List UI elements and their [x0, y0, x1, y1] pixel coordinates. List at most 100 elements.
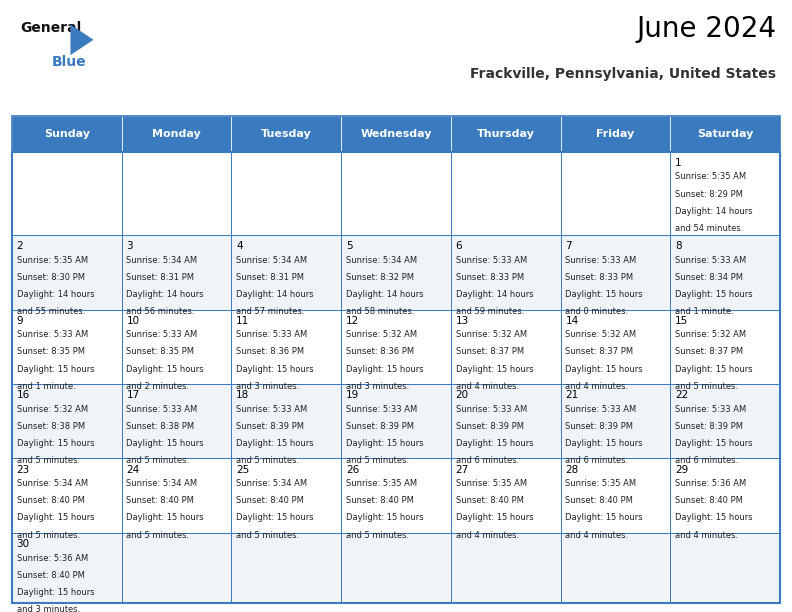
Bar — [451, 384, 561, 458]
Text: Sunrise: 5:33 AM: Sunrise: 5:33 AM — [675, 405, 746, 414]
Text: 15: 15 — [675, 316, 688, 326]
Text: and 5 minutes.: and 5 minutes. — [127, 456, 189, 465]
Bar — [341, 458, 451, 533]
Text: Daylight: 15 hours: Daylight: 15 hours — [565, 290, 643, 299]
Text: 23: 23 — [17, 465, 30, 474]
Text: 7: 7 — [565, 241, 572, 252]
Text: Sunset: 8:31 PM: Sunset: 8:31 PM — [236, 273, 304, 282]
Text: and 1 minute.: and 1 minute. — [675, 307, 734, 316]
Text: 20: 20 — [455, 390, 469, 400]
Text: and 5 minutes.: and 5 minutes. — [346, 531, 409, 540]
Bar — [670, 533, 780, 603]
Text: and 6 minutes.: and 6 minutes. — [675, 456, 738, 465]
Bar — [12, 235, 122, 310]
Text: Sunset: 8:39 PM: Sunset: 8:39 PM — [346, 422, 414, 431]
Text: Sunset: 8:38 PM: Sunset: 8:38 PM — [127, 422, 195, 431]
Text: General: General — [20, 21, 81, 35]
Text: Daylight: 15 hours: Daylight: 15 hours — [565, 439, 643, 448]
Bar — [341, 116, 451, 152]
Text: and 5 minutes.: and 5 minutes. — [17, 456, 80, 465]
Text: Sunrise: 5:32 AM: Sunrise: 5:32 AM — [565, 330, 637, 339]
Text: and 58 minutes.: and 58 minutes. — [346, 307, 414, 316]
Text: and 3 minutes.: and 3 minutes. — [17, 605, 80, 612]
Text: Sunset: 8:40 PM: Sunset: 8:40 PM — [17, 496, 85, 506]
Text: and 4 minutes.: and 4 minutes. — [455, 531, 519, 540]
Text: Daylight: 14 hours: Daylight: 14 hours — [455, 290, 533, 299]
Text: Sunset: 8:39 PM: Sunset: 8:39 PM — [455, 422, 524, 431]
Text: Sunset: 8:39 PM: Sunset: 8:39 PM — [675, 422, 743, 431]
Text: 1: 1 — [675, 158, 682, 168]
Text: Wednesday: Wednesday — [360, 129, 432, 139]
Bar — [341, 310, 451, 384]
Text: Daylight: 15 hours: Daylight: 15 hours — [455, 365, 533, 373]
Text: and 5 minutes.: and 5 minutes. — [17, 531, 80, 540]
Text: and 56 minutes.: and 56 minutes. — [127, 307, 195, 316]
Text: June 2024: June 2024 — [636, 15, 776, 43]
Text: Daylight: 14 hours: Daylight: 14 hours — [346, 290, 424, 299]
Text: Daylight: 15 hours: Daylight: 15 hours — [565, 513, 643, 523]
Text: Sunrise: 5:32 AM: Sunrise: 5:32 AM — [17, 405, 88, 414]
Text: and 5 minutes.: and 5 minutes. — [236, 531, 299, 540]
Text: Daylight: 14 hours: Daylight: 14 hours — [236, 290, 314, 299]
Text: Sunrise: 5:34 AM: Sunrise: 5:34 AM — [236, 479, 307, 488]
Bar — [231, 533, 341, 603]
Text: and 4 minutes.: and 4 minutes. — [455, 382, 519, 390]
Bar — [12, 384, 122, 458]
Text: Sunset: 8:33 PM: Sunset: 8:33 PM — [455, 273, 524, 282]
Text: Daylight: 15 hours: Daylight: 15 hours — [17, 513, 94, 523]
Bar — [451, 458, 561, 533]
Text: Daylight: 15 hours: Daylight: 15 hours — [17, 588, 94, 597]
Bar — [231, 235, 341, 310]
Polygon shape — [70, 24, 93, 55]
Text: Sunset: 8:35 PM: Sunset: 8:35 PM — [17, 348, 85, 356]
Bar — [231, 310, 341, 384]
Bar — [341, 533, 451, 603]
Text: Daylight: 15 hours: Daylight: 15 hours — [675, 290, 752, 299]
Text: Sunset: 8:38 PM: Sunset: 8:38 PM — [17, 422, 85, 431]
Bar — [561, 384, 670, 458]
Text: Sunrise: 5:33 AM: Sunrise: 5:33 AM — [455, 405, 527, 414]
Bar — [122, 310, 231, 384]
Text: Daylight: 14 hours: Daylight: 14 hours — [17, 290, 94, 299]
Text: 29: 29 — [675, 465, 688, 474]
Bar — [561, 116, 670, 152]
Text: Thursday: Thursday — [477, 129, 535, 139]
Bar — [122, 235, 231, 310]
Text: Sunrise: 5:34 AM: Sunrise: 5:34 AM — [127, 479, 197, 488]
Text: Sunset: 8:40 PM: Sunset: 8:40 PM — [17, 571, 85, 580]
Bar — [561, 235, 670, 310]
Text: Sunrise: 5:33 AM: Sunrise: 5:33 AM — [455, 256, 527, 265]
Text: Daylight: 15 hours: Daylight: 15 hours — [675, 365, 752, 373]
Text: 12: 12 — [346, 316, 359, 326]
Bar — [12, 152, 122, 235]
Text: and 54 minutes.: and 54 minutes. — [675, 224, 744, 233]
Text: 21: 21 — [565, 390, 579, 400]
Text: 13: 13 — [455, 316, 469, 326]
Text: 4: 4 — [236, 241, 243, 252]
Text: 18: 18 — [236, 390, 249, 400]
Text: 3: 3 — [127, 241, 133, 252]
Bar — [122, 533, 231, 603]
Text: 14: 14 — [565, 316, 579, 326]
Bar — [12, 152, 780, 603]
Text: Sunrise: 5:33 AM: Sunrise: 5:33 AM — [127, 405, 198, 414]
Text: Sunrise: 5:32 AM: Sunrise: 5:32 AM — [346, 330, 417, 339]
Text: Sunrise: 5:34 AM: Sunrise: 5:34 AM — [346, 256, 417, 265]
Text: Sunrise: 5:36 AM: Sunrise: 5:36 AM — [17, 554, 88, 562]
Bar — [122, 116, 231, 152]
Bar — [670, 235, 780, 310]
Text: Sunrise: 5:32 AM: Sunrise: 5:32 AM — [675, 330, 746, 339]
Text: Daylight: 15 hours: Daylight: 15 hours — [675, 513, 752, 523]
Text: Sunrise: 5:35 AM: Sunrise: 5:35 AM — [675, 173, 746, 182]
Text: Sunrise: 5:33 AM: Sunrise: 5:33 AM — [17, 330, 88, 339]
Text: Sunset: 8:37 PM: Sunset: 8:37 PM — [675, 348, 743, 356]
Text: Sunrise: 5:36 AM: Sunrise: 5:36 AM — [675, 479, 746, 488]
Text: 19: 19 — [346, 390, 359, 400]
Text: Sunrise: 5:32 AM: Sunrise: 5:32 AM — [455, 330, 527, 339]
Bar — [670, 384, 780, 458]
Text: 30: 30 — [17, 539, 30, 549]
Bar — [12, 116, 122, 152]
Text: and 55 minutes.: and 55 minutes. — [17, 307, 85, 316]
Bar — [12, 533, 122, 603]
Text: and 59 minutes.: and 59 minutes. — [455, 307, 524, 316]
